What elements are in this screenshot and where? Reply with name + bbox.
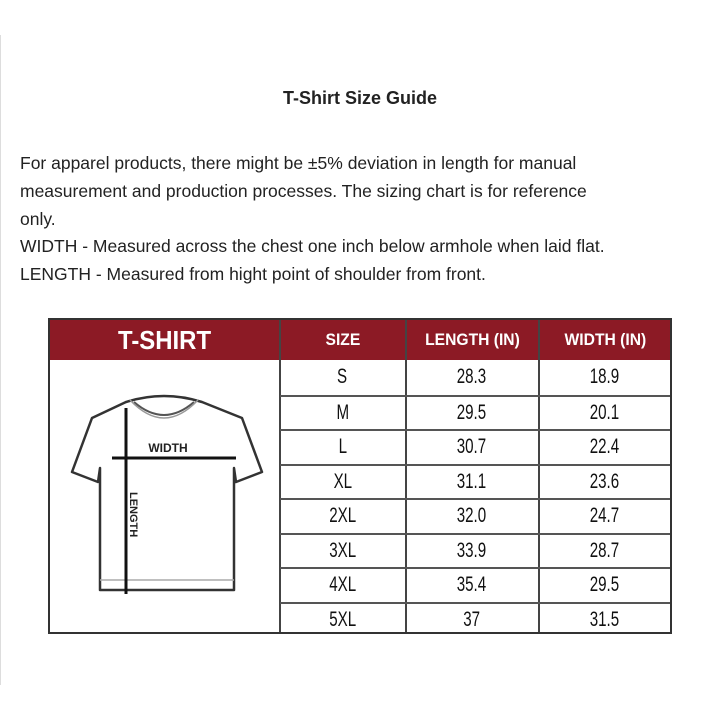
width-cell: 22.4 bbox=[538, 431, 670, 464]
length-value: 29.5 bbox=[456, 400, 487, 424]
page-frame bbox=[0, 35, 720, 685]
width-cell: 23.6 bbox=[538, 466, 670, 499]
table-row: 4XL 35.4 29.5 bbox=[280, 567, 670, 602]
length-value: 31.1 bbox=[456, 469, 487, 493]
size-value: 4XL bbox=[329, 573, 356, 597]
size-value: XL bbox=[333, 469, 352, 493]
description-line: measurement and production processes. Th… bbox=[20, 180, 587, 201]
header-product: T-SHIRT bbox=[50, 320, 279, 360]
size-chart-table: T-SHIRT SIZE LENGTH (IN) WIDTH (IN) WIDT… bbox=[48, 318, 672, 634]
size-cell: 2XL bbox=[280, 500, 405, 533]
table-row: L 30.7 22.4 bbox=[280, 429, 670, 464]
tshirt-diagram: WIDTH LENGTH bbox=[70, 394, 264, 594]
length-cell: 29.5 bbox=[405, 397, 538, 430]
width-value: 23.6 bbox=[589, 469, 619, 493]
size-cell: 5XL bbox=[280, 604, 405, 637]
description-line: WIDTH - Measured across the chest one in… bbox=[20, 236, 605, 257]
width-value: 31.5 bbox=[589, 607, 619, 631]
table-row: 5XL 37 31.5 bbox=[280, 601, 670, 637]
page-title: T-Shirt Size Guide bbox=[282, 88, 438, 108]
size-cell: XL bbox=[280, 466, 405, 499]
length-cell: 37 bbox=[405, 604, 538, 637]
length-cell: 28.3 bbox=[405, 360, 538, 395]
length-cell: 33.9 bbox=[405, 535, 538, 568]
size-value: M bbox=[336, 400, 349, 424]
size-cell: L bbox=[280, 431, 405, 464]
table-row: 2XL 32.0 24.7 bbox=[280, 498, 670, 533]
length-cell: 35.4 bbox=[405, 569, 538, 602]
length-cell: 30.7 bbox=[405, 431, 538, 464]
width-value: 22.4 bbox=[589, 435, 619, 459]
width-value: 29.5 bbox=[589, 573, 619, 597]
width-cell: 28.7 bbox=[538, 535, 670, 568]
width-label: WIDTH bbox=[148, 441, 187, 455]
column-divider bbox=[405, 320, 407, 632]
tshirt-outline-icon bbox=[70, 394, 264, 592]
description-line: only. bbox=[20, 208, 56, 229]
column-divider bbox=[279, 320, 281, 632]
width-cell: 18.9 bbox=[538, 360, 670, 395]
table-row: M 29.5 20.1 bbox=[280, 394, 670, 430]
header-size: SIZE bbox=[281, 320, 405, 360]
length-cell: 32.0 bbox=[405, 500, 538, 533]
length-value: 37 bbox=[463, 607, 480, 631]
table-row: 3XL 33.9 28.7 bbox=[280, 532, 670, 568]
size-cell: 3XL bbox=[280, 535, 405, 568]
size-value: 5XL bbox=[329, 607, 356, 631]
size-value: 2XL bbox=[329, 504, 356, 528]
length-value: 32.0 bbox=[456, 504, 487, 528]
width-cell: 29.5 bbox=[538, 569, 670, 602]
width-cell: 20.1 bbox=[538, 397, 670, 430]
width-value: 24.7 bbox=[589, 504, 619, 528]
length-value: 30.7 bbox=[456, 435, 487, 459]
width-value: 18.9 bbox=[589, 365, 619, 389]
size-value: L bbox=[338, 435, 347, 459]
description-line: LENGTH - Measured from hight point of sh… bbox=[20, 264, 486, 285]
size-cell: M bbox=[280, 397, 405, 430]
column-divider bbox=[538, 320, 540, 632]
length-cell: 31.1 bbox=[405, 466, 538, 499]
table-row: S 28.3 18.9 bbox=[280, 360, 670, 395]
size-cell: S bbox=[280, 360, 405, 395]
size-cell: 4XL bbox=[280, 569, 405, 602]
width-value: 20.1 bbox=[589, 400, 619, 424]
length-value: 28.3 bbox=[456, 365, 487, 389]
length-value: 33.9 bbox=[456, 538, 487, 562]
length-label: LENGTH bbox=[127, 492, 139, 537]
width-cell: 24.7 bbox=[538, 500, 670, 533]
size-value: S bbox=[337, 365, 348, 389]
size-guide-description: For apparel products, there might be ±5%… bbox=[20, 150, 710, 289]
length-value: 35.4 bbox=[456, 573, 487, 597]
width-cell: 31.5 bbox=[538, 604, 670, 637]
width-value: 28.7 bbox=[589, 538, 619, 562]
table-row: XL 31.1 23.6 bbox=[280, 463, 670, 499]
header-length: LENGTH (IN) bbox=[407, 320, 538, 360]
header-width: WIDTH (IN) bbox=[540, 320, 670, 360]
description-line: For apparel products, there might be ±5%… bbox=[20, 153, 577, 173]
size-value: 3XL bbox=[329, 538, 356, 562]
